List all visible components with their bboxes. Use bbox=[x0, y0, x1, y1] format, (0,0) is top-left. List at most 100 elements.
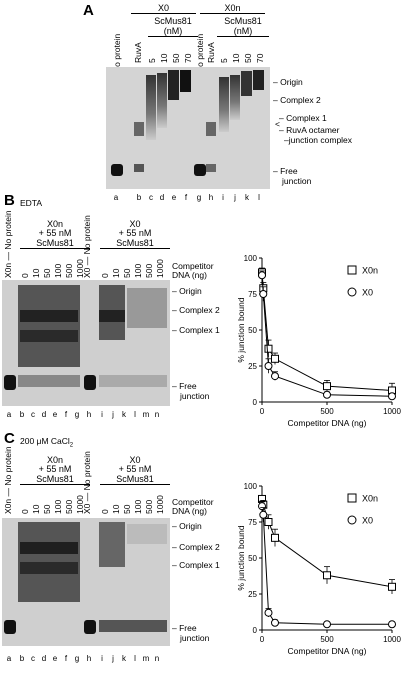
panel-b-letter: B bbox=[4, 192, 15, 209]
panel-b-lane-h: h bbox=[86, 410, 92, 419]
panel-b-conc-500-b: 500 bbox=[144, 263, 154, 278]
panel-b-conc-500: 500 bbox=[64, 263, 74, 278]
legend-label-X0n: X0n bbox=[362, 266, 378, 276]
panel-b-conc-100: 100 bbox=[53, 263, 63, 278]
panel-b-lane-j: j bbox=[112, 410, 114, 419]
panel-c-letter: C bbox=[4, 430, 15, 447]
data-point-X0n bbox=[323, 382, 331, 391]
panel-c-lane-k: k bbox=[122, 654, 126, 663]
data-point-X0n bbox=[271, 533, 279, 542]
panel-a-conc-70: 70 bbox=[183, 53, 193, 63]
panel-b-conc-1000: 1000 bbox=[75, 259, 85, 278]
panel-b-conc-100-b: 100 bbox=[133, 263, 143, 278]
panel-c-conc-10-b: 10 bbox=[111, 504, 121, 514]
data-point-X0 bbox=[271, 372, 279, 381]
panel-a-lane-b: b bbox=[136, 193, 142, 202]
data-point-X0 bbox=[259, 510, 268, 519]
y-tick-label: 25 bbox=[248, 362, 257, 371]
panel-b-lane-g: g bbox=[74, 410, 80, 419]
panel-c-band-junction: junction bbox=[180, 633, 210, 643]
data-point-X0n bbox=[264, 344, 273, 353]
legend-marker-X0 bbox=[347, 287, 357, 297]
panel-b-conc-50-b: 50 bbox=[122, 268, 132, 278]
y-tick-label: 50 bbox=[248, 326, 257, 335]
panel-a-scmus81-label-2: ScMus81 bbox=[224, 16, 262, 26]
panel-a-band-free: – Free bbox=[273, 166, 298, 176]
panel-b-lane-n: n bbox=[154, 410, 160, 419]
panel-c-gel bbox=[2, 518, 170, 646]
panel-a-ruva-label: RuvA bbox=[133, 42, 143, 63]
panel-a-lane-c: c bbox=[149, 193, 153, 202]
panel-a-nm-label-1: (nM) bbox=[148, 26, 198, 38]
x-tick-label: 1000 bbox=[383, 407, 401, 416]
panel-a-lane-f: f bbox=[184, 193, 188, 202]
legend-label-X0n: X0n bbox=[362, 494, 378, 504]
panel-c-conc-500-b: 500 bbox=[144, 499, 154, 514]
panel-a-x0-header: X0 bbox=[131, 3, 196, 15]
x-tick-label: 0 bbox=[260, 407, 265, 416]
data-point-X0 bbox=[271, 618, 279, 627]
panel-a-gel bbox=[106, 67, 270, 189]
panel-b-conc-50: 50 bbox=[42, 268, 52, 278]
panel-a-lane-i: i bbox=[222, 193, 224, 202]
panel-b-gel bbox=[2, 280, 170, 406]
panel-c-conc-1000: 1000 bbox=[75, 495, 85, 514]
panel-a-lane-g: g bbox=[196, 193, 202, 202]
panel-c-lane-l: l bbox=[134, 654, 136, 663]
panel-c-conc-10: 10 bbox=[31, 504, 41, 514]
panel-c-lane-f: f bbox=[64, 654, 68, 663]
data-point-X0 bbox=[323, 620, 331, 629]
panel-b-band-complex2: – Complex 2 bbox=[172, 305, 220, 315]
panel-c-conc-100-b: 100 bbox=[133, 499, 143, 514]
panel-b-band-free: – Free bbox=[172, 381, 197, 391]
panel-b-band-origin: – Origin bbox=[172, 286, 202, 296]
panel-b-band-junction: junction bbox=[180, 391, 210, 401]
panel-b-condition: EDTA bbox=[20, 198, 43, 208]
panel-a-conc-5-b: 5 bbox=[219, 58, 229, 63]
panel-a-band-complex1: – Complex 1 bbox=[279, 113, 327, 123]
data-point-X0 bbox=[264, 608, 273, 617]
y-tick-label: 0 bbox=[253, 398, 258, 407]
panel-a-band-ruva: – RuvA octamer bbox=[279, 125, 340, 135]
panel-b-conc-0-b: 0 bbox=[100, 273, 110, 278]
panel-a-scmus81-label-1: ScMus81 bbox=[154, 16, 192, 26]
legend-label-X0: X0 bbox=[362, 516, 373, 526]
panel-c-x0n-lane-label: X0n — No protein bbox=[3, 446, 13, 514]
y-tick-label: 100 bbox=[244, 482, 258, 491]
data-point-X0n bbox=[264, 518, 273, 526]
panel-c-lane-n: n bbox=[154, 654, 160, 663]
y-tick-label: 100 bbox=[244, 254, 258, 263]
panel-c-lane-i: i bbox=[101, 654, 103, 663]
panel-b-x0n-lane-label: X0n — No protein bbox=[3, 210, 13, 278]
panel-c-lane-c: c bbox=[31, 654, 35, 663]
data-point-X0n bbox=[388, 582, 396, 591]
panel-c-group1: X0n + 55 nM ScMus81 bbox=[20, 455, 90, 486]
panel-c-competitor-label: Competitor DNA (ng) bbox=[172, 497, 214, 516]
panel-a-band-junction: junction bbox=[282, 176, 312, 186]
panel-a-letter: A bbox=[83, 2, 94, 19]
panel-b-lane-a: a bbox=[6, 410, 12, 419]
panel-b-group2: X0 + 55 nM ScMus81 bbox=[100, 219, 170, 250]
x-tick-label: 0 bbox=[260, 635, 265, 644]
panel-a-conc-5: 5 bbox=[147, 58, 157, 63]
panel-c-gel-bands bbox=[2, 518, 170, 646]
legend-marker-X0n bbox=[347, 265, 357, 275]
panel-a-lane-l: l bbox=[258, 193, 260, 202]
panel-b-gel-bands bbox=[2, 280, 170, 406]
legend-label-X0: X0 bbox=[362, 288, 373, 298]
legend-marker-X0n bbox=[347, 493, 357, 503]
panel-c-group2: X0 + 55 nM ScMus81 bbox=[100, 455, 170, 486]
panel-b-lane-d: d bbox=[41, 410, 47, 419]
x-tick-label: 500 bbox=[320, 635, 334, 644]
panel-b-conc-0: 0 bbox=[20, 273, 30, 278]
panel-b-lane-k: k bbox=[122, 410, 126, 419]
y-tick-label: 75 bbox=[248, 290, 257, 299]
panel-c-conc-0-b: 0 bbox=[100, 509, 110, 514]
panel-b-conc-1000-b: 1000 bbox=[155, 259, 165, 278]
x-tick-label: 500 bbox=[320, 407, 334, 416]
panel-a-band-complex2: – Complex 2 bbox=[273, 95, 321, 105]
panel-c-band-complex2: – Complex 2 bbox=[172, 542, 220, 552]
panel-a-lane-a: a bbox=[113, 193, 119, 202]
panel-a-conc-50-b: 50 bbox=[243, 53, 253, 63]
